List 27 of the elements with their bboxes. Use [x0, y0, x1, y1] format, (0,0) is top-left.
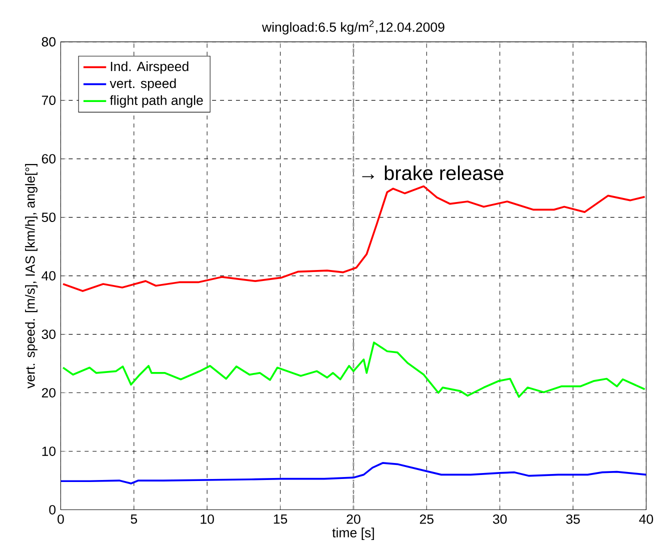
- y-tick-label: 10: [42, 446, 56, 456]
- ref-line-label: → brake release: [362, 166, 504, 180]
- y-tick-label: 80: [42, 37, 56, 47]
- line-series: [62, 342, 646, 398]
- y-tick-label: 20: [42, 388, 56, 398]
- x-tick-label: 10: [200, 514, 214, 524]
- y-tick-label: 70: [42, 96, 56, 106]
- legend-label: vert. speed: [110, 78, 176, 91]
- x-tick-label: 5: [130, 514, 138, 524]
- chart-title: wingload:6.5 kg/m$^{2}$,12.04.2009: [262, 20, 444, 35]
- x-tick-label: 15: [274, 514, 288, 524]
- line-series: [62, 186, 646, 292]
- y-axis-title: vert. speed. [m/s], IAS [km/h], angle[°]: [25, 164, 38, 389]
- legend-label: flight path angle: [110, 95, 203, 108]
- x-tick-label: 35: [566, 514, 580, 524]
- y-tick-label: 60: [42, 154, 56, 164]
- y-tick-label: 0: [49, 505, 56, 515]
- x-axis-title: time [s]: [332, 528, 374, 540]
- x-tick-label: 25: [420, 514, 434, 524]
- x-tick-label: 30: [492, 514, 507, 524]
- y-tick-label: 40: [42, 271, 56, 281]
- x-tick-label: 20: [346, 514, 360, 524]
- x-tick-label: 0: [58, 514, 64, 524]
- legend-label: Ind. Airspeed: [110, 62, 188, 74]
- y-tick-label: 30: [42, 330, 56, 340]
- x-tick-label: 40: [639, 514, 654, 524]
- y-tick-label: 50: [42, 212, 56, 222]
